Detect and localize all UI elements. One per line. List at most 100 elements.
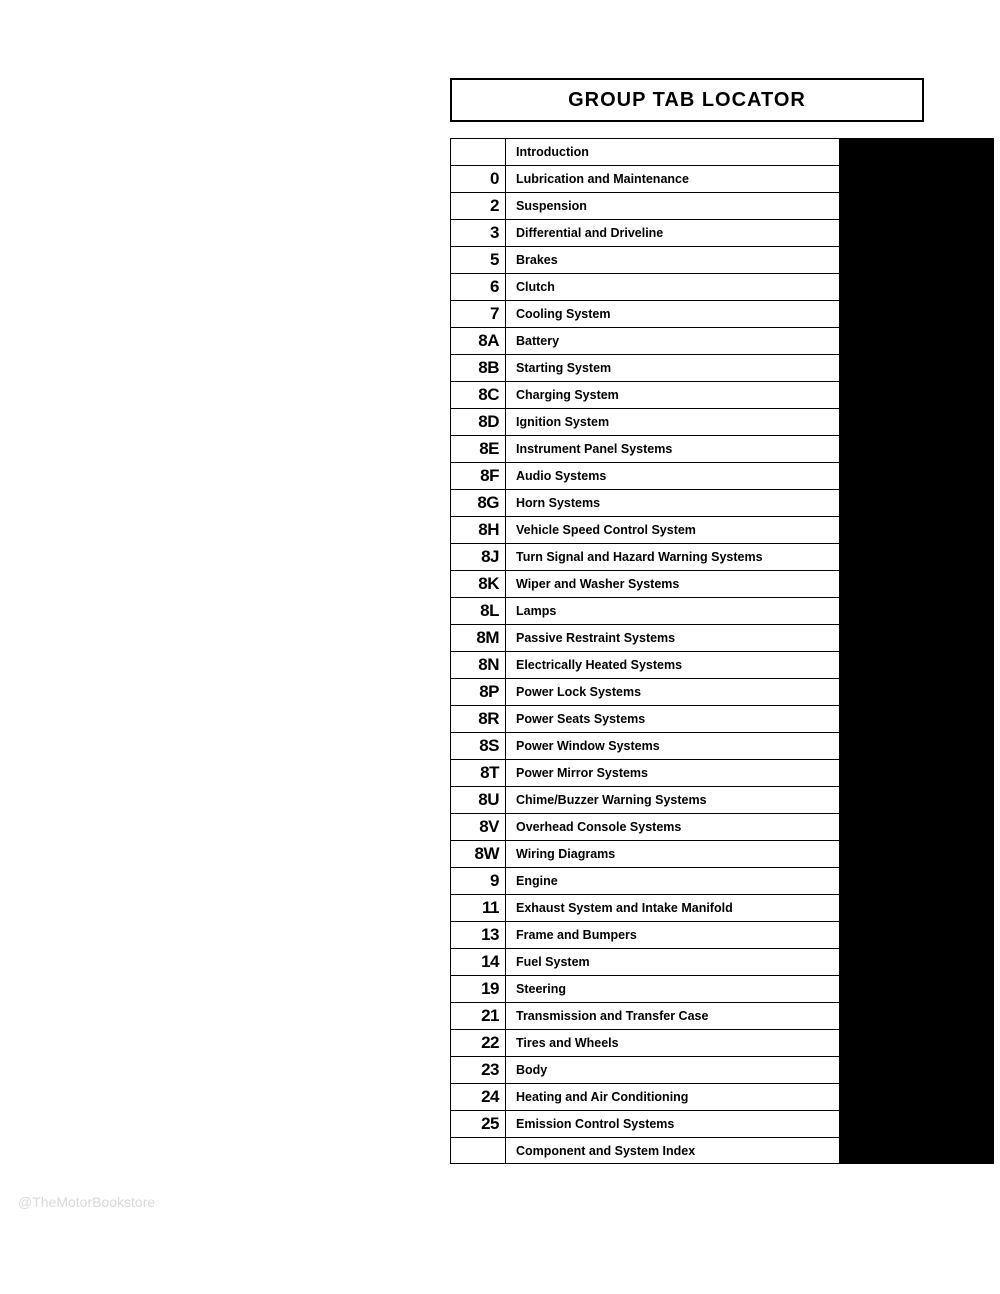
group-code: 25 — [450, 1111, 506, 1137]
group-label: Emission Control Systems — [506, 1111, 840, 1137]
table-row: 8TPower Mirror Systems — [450, 759, 994, 786]
table-row: 21Transmission and Transfer Case — [450, 1002, 994, 1029]
group-label: Ignition System — [506, 409, 840, 435]
tab-block — [840, 1111, 994, 1137]
tab-block — [840, 544, 994, 570]
watermark-text: @TheMotorBookstore — [18, 1194, 155, 1210]
group-label: Chime/Buzzer Warning Systems — [506, 787, 840, 813]
group-label: Power Mirror Systems — [506, 760, 840, 786]
table-row: 8GHorn Systems — [450, 489, 994, 516]
group-code: 8U — [450, 787, 506, 813]
table-row: 8PPower Lock Systems — [450, 678, 994, 705]
tab-block — [840, 787, 994, 813]
table-row: 9Engine — [450, 867, 994, 894]
group-code: 7 — [450, 301, 506, 327]
tab-block — [840, 436, 994, 462]
group-label: Wiring Diagrams — [506, 841, 840, 867]
tab-block — [840, 490, 994, 516]
group-code: 8G — [450, 490, 506, 516]
group-code: 3 — [450, 220, 506, 246]
group-label: Charging System — [506, 382, 840, 408]
group-label: Heating and Air Conditioning — [506, 1084, 840, 1110]
locator-table: Introduction0Lubrication and Maintenance… — [450, 138, 994, 1164]
group-label: Frame and Bumpers — [506, 922, 840, 948]
tab-block — [840, 679, 994, 705]
tab-block — [840, 1003, 994, 1029]
tab-block — [840, 625, 994, 651]
group-label: Engine — [506, 868, 840, 894]
group-label: Power Lock Systems — [506, 679, 840, 705]
group-code: 8K — [450, 571, 506, 597]
group-label: Steering — [506, 976, 840, 1002]
group-code: 8J — [450, 544, 506, 570]
group-label: Exhaust System and Intake Manifold — [506, 895, 840, 921]
table-row: 8BStarting System — [450, 354, 994, 381]
group-code: 13 — [450, 922, 506, 948]
group-code: 8D — [450, 409, 506, 435]
tab-block — [840, 1057, 994, 1083]
table-row: 2Suspension — [450, 192, 994, 219]
group-label: Brakes — [506, 247, 840, 273]
group-code: 8F — [450, 463, 506, 489]
table-row: 3Differential and Driveline — [450, 219, 994, 246]
group-label: Instrument Panel Systems — [506, 436, 840, 462]
group-label: Component and System Index — [506, 1138, 840, 1163]
table-row: 22Tires and Wheels — [450, 1029, 994, 1056]
tab-block — [840, 301, 994, 327]
page-title: GROUP TAB LOCATOR — [568, 89, 806, 112]
group-label: Clutch — [506, 274, 840, 300]
group-label: Tires and Wheels — [506, 1030, 840, 1056]
table-row: 8JTurn Signal and Hazard Warning Systems — [450, 543, 994, 570]
group-code: 8E — [450, 436, 506, 462]
table-row: 23Body — [450, 1056, 994, 1083]
table-row: 8NElectrically Heated Systems — [450, 651, 994, 678]
table-row: 8ABattery — [450, 327, 994, 354]
group-label: Turn Signal and Hazard Warning Systems — [506, 544, 840, 570]
tab-block — [840, 139, 994, 165]
tab-block — [840, 166, 994, 192]
tab-block — [840, 814, 994, 840]
table-row: 7Cooling System — [450, 300, 994, 327]
group-code: 8A — [450, 328, 506, 354]
group-label: Lubrication and Maintenance — [506, 166, 840, 192]
group-label: Overhead Console Systems — [506, 814, 840, 840]
tab-block — [840, 571, 994, 597]
group-label: Transmission and Transfer Case — [506, 1003, 840, 1029]
group-label: Power Window Systems — [506, 733, 840, 759]
table-row: 24Heating and Air Conditioning — [450, 1083, 994, 1110]
group-label: Introduction — [506, 139, 840, 165]
group-label: Audio Systems — [506, 463, 840, 489]
group-code: 8M — [450, 625, 506, 651]
group-code: 22 — [450, 1030, 506, 1056]
group-code: 14 — [450, 949, 506, 975]
tab-block — [840, 463, 994, 489]
tab-block — [840, 976, 994, 1002]
table-row: 25Emission Control Systems — [450, 1110, 994, 1137]
group-code: 9 — [450, 868, 506, 894]
group-label: Body — [506, 1057, 840, 1083]
table-row: 8EInstrument Panel Systems — [450, 435, 994, 462]
group-code: 8V — [450, 814, 506, 840]
table-row: Introduction — [450, 138, 994, 165]
group-label: Passive Restraint Systems — [506, 625, 840, 651]
group-code: 2 — [450, 193, 506, 219]
group-code: 8C — [450, 382, 506, 408]
group-code: 23 — [450, 1057, 506, 1083]
group-code: 6 — [450, 274, 506, 300]
table-row: 8CCharging System — [450, 381, 994, 408]
group-label: Lamps — [506, 598, 840, 624]
group-label: Vehicle Speed Control System — [506, 517, 840, 543]
tab-block — [840, 706, 994, 732]
table-row: 11Exhaust System and Intake Manifold — [450, 894, 994, 921]
group-code: 8R — [450, 706, 506, 732]
tab-block — [840, 247, 994, 273]
group-code — [450, 1138, 506, 1163]
table-row: 8UChime/Buzzer Warning Systems — [450, 786, 994, 813]
page: GROUP TAB LOCATOR Introduction0Lubricati… — [0, 0, 1000, 1294]
table-row: 8MPassive Restraint Systems — [450, 624, 994, 651]
tab-block — [840, 517, 994, 543]
table-row: Component and System Index — [450, 1137, 994, 1164]
group-label: Battery — [506, 328, 840, 354]
group-label: Fuel System — [506, 949, 840, 975]
group-code: 8T — [450, 760, 506, 786]
